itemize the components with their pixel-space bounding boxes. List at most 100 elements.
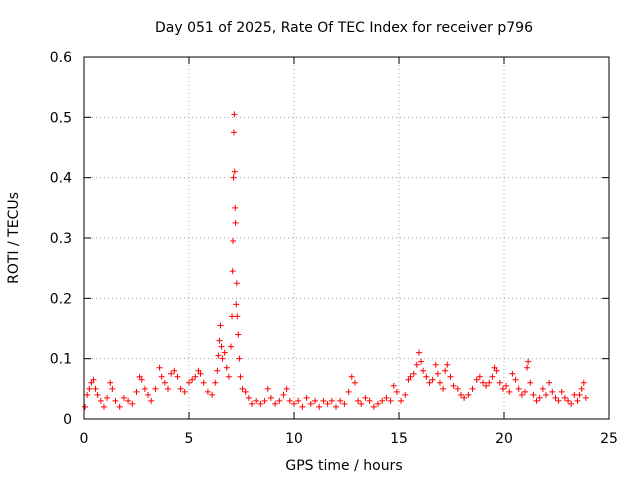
data-point	[116, 403, 123, 410]
y-tick-label: 0.5	[50, 110, 72, 126]
data-point	[355, 397, 362, 404]
data-point	[457, 391, 464, 398]
data-point	[100, 403, 107, 410]
data-point	[387, 397, 394, 404]
data-point	[571, 391, 578, 398]
data-point	[436, 379, 443, 386]
data-point	[522, 388, 528, 395]
data-point	[94, 391, 101, 398]
data-point	[276, 397, 283, 404]
data-point	[181, 388, 188, 395]
data-point	[558, 388, 565, 395]
data-point	[390, 382, 397, 389]
data-point	[345, 388, 352, 395]
data-point	[286, 397, 293, 404]
data-point	[237, 373, 244, 380]
data-point	[231, 168, 238, 175]
data-point	[486, 379, 493, 386]
data-point	[307, 400, 314, 407]
data-point	[245, 394, 252, 401]
data-point	[454, 385, 461, 392]
x-tick-label: 5	[185, 431, 194, 447]
data-point	[192, 373, 199, 380]
data-point	[565, 397, 572, 404]
data-point	[480, 379, 486, 386]
data-point	[469, 385, 476, 392]
data-point	[225, 373, 232, 380]
data-point	[209, 391, 216, 398]
data-point	[141, 385, 148, 392]
data-point	[379, 397, 386, 404]
data-point	[582, 394, 589, 401]
data-point	[291, 400, 297, 407]
data-point	[261, 397, 268, 404]
data-point	[214, 367, 221, 374]
data-point	[232, 204, 239, 211]
y-tick-label: 0.4	[50, 171, 72, 187]
data-point	[97, 397, 104, 404]
data-point	[230, 174, 237, 181]
data-point	[539, 385, 546, 392]
data-point	[420, 367, 427, 374]
data-point	[88, 379, 95, 386]
data-point	[351, 379, 358, 386]
data-point	[156, 364, 163, 371]
x-tick-label: 10	[285, 431, 303, 447]
x-tick-label: 15	[390, 431, 408, 447]
data-point	[461, 394, 468, 401]
data-point	[402, 391, 409, 398]
data-point	[283, 385, 290, 392]
data-point	[333, 403, 339, 410]
data-point	[358, 400, 365, 407]
x-tick-label: 25	[600, 431, 618, 447]
data-point	[230, 129, 237, 136]
data-point	[543, 391, 549, 398]
data-point	[483, 382, 490, 389]
data-point	[232, 219, 239, 226]
data-point	[158, 373, 165, 380]
data-point	[423, 373, 430, 380]
data-point	[204, 388, 211, 395]
data-point	[476, 373, 483, 380]
data-point	[518, 391, 525, 398]
data-point	[189, 376, 196, 383]
data-point	[328, 397, 335, 404]
data-point	[450, 382, 457, 389]
data-point	[568, 400, 575, 407]
data-point	[348, 373, 355, 380]
data-point	[524, 364, 531, 371]
data-point	[341, 400, 348, 407]
data-point	[82, 403, 89, 410]
data-point	[465, 391, 472, 398]
data-point	[233, 301, 240, 308]
data-point	[148, 397, 155, 404]
data-point	[218, 343, 225, 350]
data-point	[549, 388, 556, 395]
data-point	[405, 376, 412, 383]
data-point	[136, 373, 143, 380]
data-point	[375, 400, 381, 407]
chart-title: Day 051 of 2025, Rate Of TEC Index for r…	[155, 20, 533, 36]
data-point	[506, 388, 513, 395]
data-point	[280, 391, 287, 398]
data-point	[493, 367, 500, 374]
data-point	[576, 391, 583, 398]
data-point	[221, 349, 228, 356]
data-point	[426, 379, 433, 386]
data-point	[223, 364, 230, 371]
data-point	[503, 382, 510, 389]
data-point	[197, 370, 204, 377]
data-point	[316, 403, 323, 410]
data-point	[415, 349, 422, 356]
data-point	[161, 379, 168, 386]
x-axis-label: GPS time / hours	[285, 458, 402, 474]
data-point	[195, 367, 202, 374]
data-point	[303, 394, 310, 401]
data-point	[429, 376, 436, 383]
data-point	[229, 313, 236, 320]
data-point	[320, 397, 327, 404]
data-point	[171, 367, 178, 374]
data-point	[533, 397, 540, 404]
data-point	[249, 400, 255, 407]
y-tick-label: 0	[63, 412, 72, 428]
